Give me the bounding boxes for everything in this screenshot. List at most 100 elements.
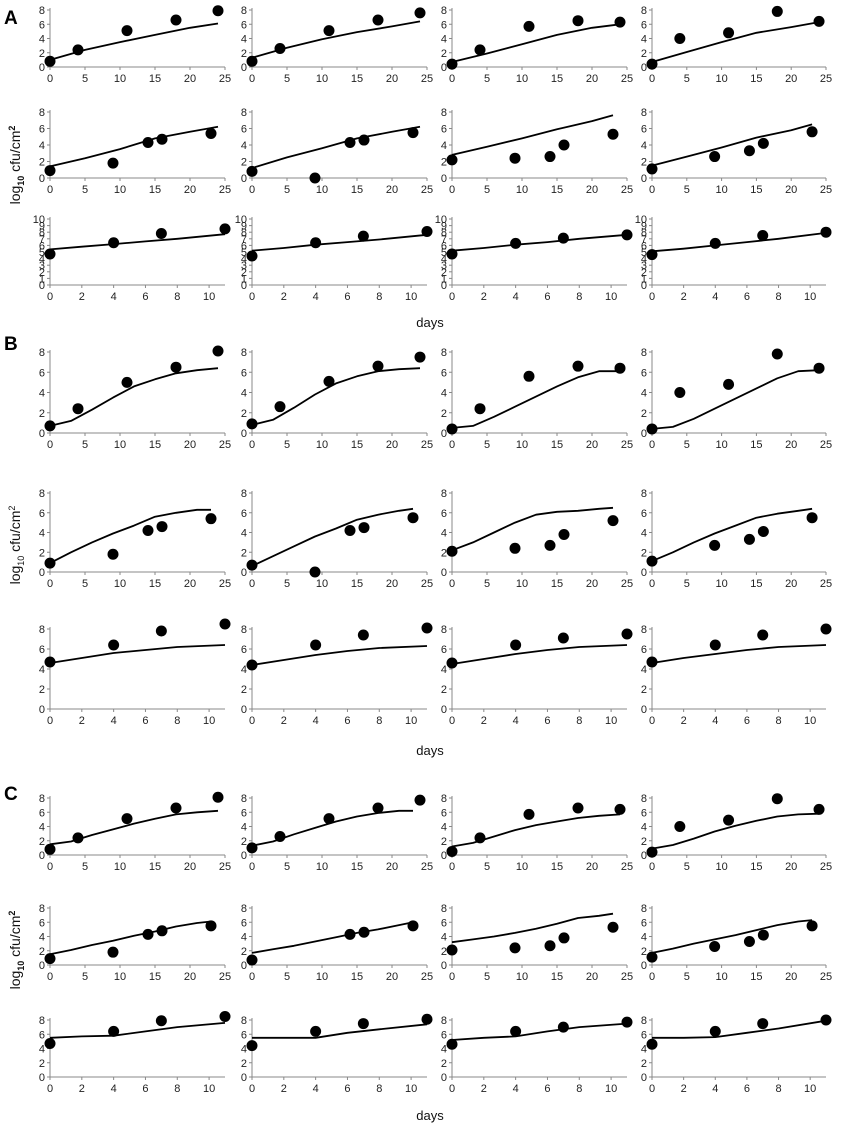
data-point [557, 1021, 569, 1033]
y-tick-label: 8 [241, 1015, 247, 1027]
x-tick-label: 0 [649, 73, 655, 85]
y-tick-label: 8 [641, 903, 647, 915]
data-point [142, 525, 154, 537]
y-tick-label: 4 [241, 388, 247, 400]
x-tick-label: 10 [804, 1083, 816, 1095]
x-tick-label: 5 [284, 184, 290, 196]
y-tick-label: 8 [39, 347, 45, 359]
data-point [446, 657, 458, 669]
y-tick-label: 2 [39, 547, 45, 559]
x-tick-label: 10 [516, 861, 528, 873]
x-tick-label: 10 [114, 439, 126, 451]
y-tick-label: 6 [441, 124, 447, 136]
y-tick-label: 8 [441, 1015, 447, 1027]
y-tick-label: 0 [39, 960, 45, 972]
x-tick-label: 0 [249, 439, 255, 451]
y-tick-label: 6 [441, 807, 447, 819]
x-tick-label: 20 [785, 578, 797, 590]
y-tick-label: 8 [39, 1015, 45, 1027]
x-tick-label: 6 [744, 1083, 750, 1095]
data-point [709, 539, 721, 551]
x-tick-label: 0 [249, 73, 255, 85]
data-point [219, 1010, 231, 1022]
data-point [614, 803, 626, 815]
data-point [309, 566, 321, 578]
subplot-c-r2c1: 0 2 4 6 8 0 5 10 15 20 25 [39, 903, 231, 983]
x-tick-label: 2 [481, 291, 487, 303]
x-tick-label: 20 [586, 184, 598, 196]
y-tick-label: 0 [241, 173, 247, 185]
x-tick-label: 15 [551, 184, 563, 196]
data-point [474, 44, 486, 56]
model-line [451, 233, 628, 252]
data-point [72, 44, 84, 56]
x-tick-label: 0 [249, 715, 255, 727]
y-tick-label: 6 [39, 1029, 45, 1041]
y-tick-label: 5 [241, 247, 247, 259]
subplot-b-r2c4: 0 2 4 6 8 0 5 10 15 20 25 [641, 488, 832, 590]
data-point [357, 629, 369, 641]
data-point [820, 1014, 832, 1026]
data-point [709, 151, 721, 163]
x-tick-label: 5 [284, 861, 290, 873]
x-tick-label: 2 [281, 715, 287, 727]
x-tick-label: 15 [149, 184, 161, 196]
data-point [446, 1038, 458, 1050]
y-tick-label: 8 [39, 903, 45, 915]
y-tick-label: 4 [241, 140, 247, 152]
data-point [607, 921, 619, 933]
subplot-b-r2c1: 0 2 4 6 8 0 5 10 15 20 25 [39, 488, 231, 590]
x-tick-label: 25 [219, 73, 231, 85]
data-point [44, 557, 56, 569]
y-tick-label: 0 [241, 280, 247, 292]
y-tick-label: 4 [641, 34, 647, 46]
model-line [651, 812, 820, 850]
y-tick-label: 0 [39, 850, 45, 862]
y-tick-label: 2 [241, 836, 247, 848]
data-point [344, 928, 356, 940]
x-tick-label: 4 [111, 1083, 117, 1095]
data-point [446, 58, 458, 70]
data-point [107, 946, 119, 958]
data-point [757, 1018, 769, 1030]
data-point [806, 920, 818, 932]
y-tick-label: 6 [641, 1029, 647, 1041]
x-axis-label-b: days [416, 743, 444, 758]
x-tick-label: 15 [149, 73, 161, 85]
x-tick-label: 0 [249, 971, 255, 983]
y-tick-label: 4 [39, 664, 45, 676]
data-point [246, 1040, 258, 1052]
x-tick-label: 0 [249, 578, 255, 590]
y-tick-label: 7 [241, 234, 247, 246]
model-line [651, 507, 813, 562]
y-tick-label: 8 [441, 227, 447, 239]
y-tick-label: 8 [39, 227, 45, 239]
x-tick-label: 6 [544, 715, 550, 727]
data-point [743, 935, 755, 947]
data-point [674, 387, 686, 398]
x-tick-label: 8 [775, 715, 781, 727]
data-point [323, 25, 335, 37]
y-tick-label: 8 [241, 227, 247, 239]
data-point [646, 846, 658, 858]
y-tick-label: 4 [641, 932, 647, 944]
x-tick-label: 5 [684, 861, 690, 873]
x-tick-label: 10 [405, 291, 417, 303]
y-tick-label: 4 [641, 528, 647, 540]
data-point [246, 842, 258, 854]
data-point [44, 165, 56, 177]
data-point [44, 656, 56, 668]
y-tick-label: 1 [441, 273, 447, 285]
y-tick-label: 10 [435, 214, 447, 226]
y-tick-label: 9 [241, 221, 247, 233]
y-tick-label: 6 [641, 367, 647, 379]
data-point [44, 55, 56, 67]
y-tick-label: 4 [241, 932, 247, 944]
subplot-c-r3c1: 0 2 4 6 8 0 2 4 6 8 10 [39, 1010, 231, 1095]
subplot-c-r2c4: 0 2 4 6 8 0 5 10 15 20 25 [641, 903, 832, 983]
x-tick-label: 20 [586, 73, 598, 85]
y-axis-label-a: log10 cfu/cm2 [7, 126, 26, 205]
data-point [156, 133, 168, 145]
